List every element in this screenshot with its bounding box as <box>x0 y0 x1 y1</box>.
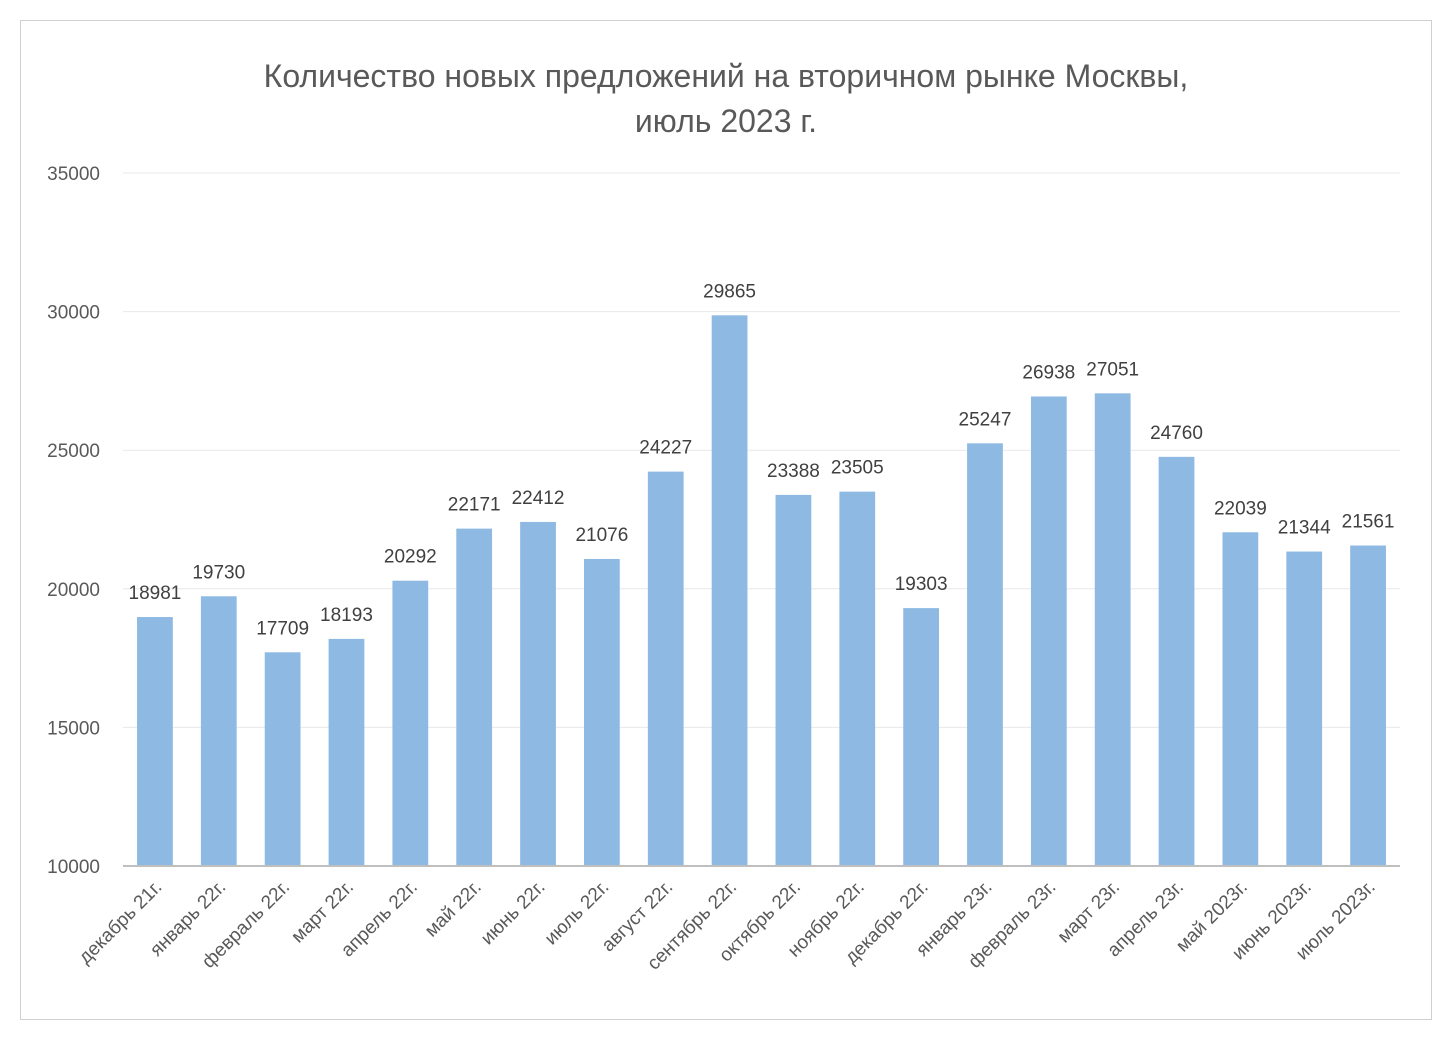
data-label: 24227 <box>639 438 692 459</box>
bar <box>903 608 940 866</box>
bar <box>711 315 748 867</box>
data-label: 22412 <box>512 488 565 509</box>
y-tick-label: 30000 <box>47 303 100 324</box>
y-tick-label: 15000 <box>47 718 100 739</box>
bar <box>200 596 237 866</box>
bar <box>1030 396 1067 866</box>
data-label: 23505 <box>831 458 884 479</box>
y-axis-ticks: 10000 15000 20000 25000 30000 35000 <box>47 164 100 878</box>
bar <box>1222 532 1259 866</box>
bar <box>520 521 556 866</box>
bar <box>647 471 684 866</box>
bar <box>967 443 1003 866</box>
data-label: 18193 <box>320 605 373 626</box>
data-label: 24760 <box>1150 423 1203 444</box>
data-label: 22171 <box>448 495 501 516</box>
y-tick-label: 20000 <box>47 580 100 601</box>
x-tick-label: июнь 22г. <box>477 877 550 950</box>
data-label: 29865 <box>703 281 756 302</box>
data-label: 22039 <box>1214 498 1267 519</box>
gridlines <box>123 172 1400 728</box>
data-label: 18981 <box>129 583 182 604</box>
data-labels: 18981 19730 17709 18193 20292 22171 22412 21076… <box>129 281 1395 639</box>
bar <box>1158 456 1195 866</box>
data-label: 19730 <box>192 562 245 583</box>
data-label: 20292 <box>384 547 437 568</box>
bars <box>137 315 1386 867</box>
bar <box>264 652 301 866</box>
bar <box>1286 551 1323 866</box>
data-label: 23388 <box>767 461 820 482</box>
data-label: 19303 <box>895 574 948 595</box>
data-label: 26938 <box>1022 362 1075 383</box>
data-label: 21344 <box>1278 518 1331 539</box>
bar <box>775 494 812 866</box>
x-axis-ticks: декабрь 21г.январь 22г.февраль 22г.март … <box>75 877 1380 975</box>
data-label: 27051 <box>1086 359 1139 380</box>
bar <box>392 580 429 866</box>
bar <box>456 528 493 866</box>
chart-title-line-1: Количество новых предложений на вторично… <box>264 58 1189 94</box>
x-tick-label: декабрь 21г. <box>75 877 167 969</box>
bar <box>583 558 620 866</box>
bar <box>137 617 173 866</box>
x-tick-label: май 22г. <box>421 877 486 942</box>
bar <box>1350 545 1386 866</box>
y-tick-label: 10000 <box>47 857 100 878</box>
bar <box>328 638 365 866</box>
bar <box>1094 393 1131 866</box>
data-label: 17709 <box>256 618 309 639</box>
y-tick-label: 25000 <box>47 441 100 462</box>
data-label: 21561 <box>1342 512 1395 533</box>
bar <box>839 491 876 866</box>
data-label: 21076 <box>575 525 628 546</box>
y-tick-label: 35000 <box>47 164 100 185</box>
data-label: 25247 <box>959 409 1012 430</box>
chart-title-line-2: июль 2023 г. <box>635 103 817 139</box>
